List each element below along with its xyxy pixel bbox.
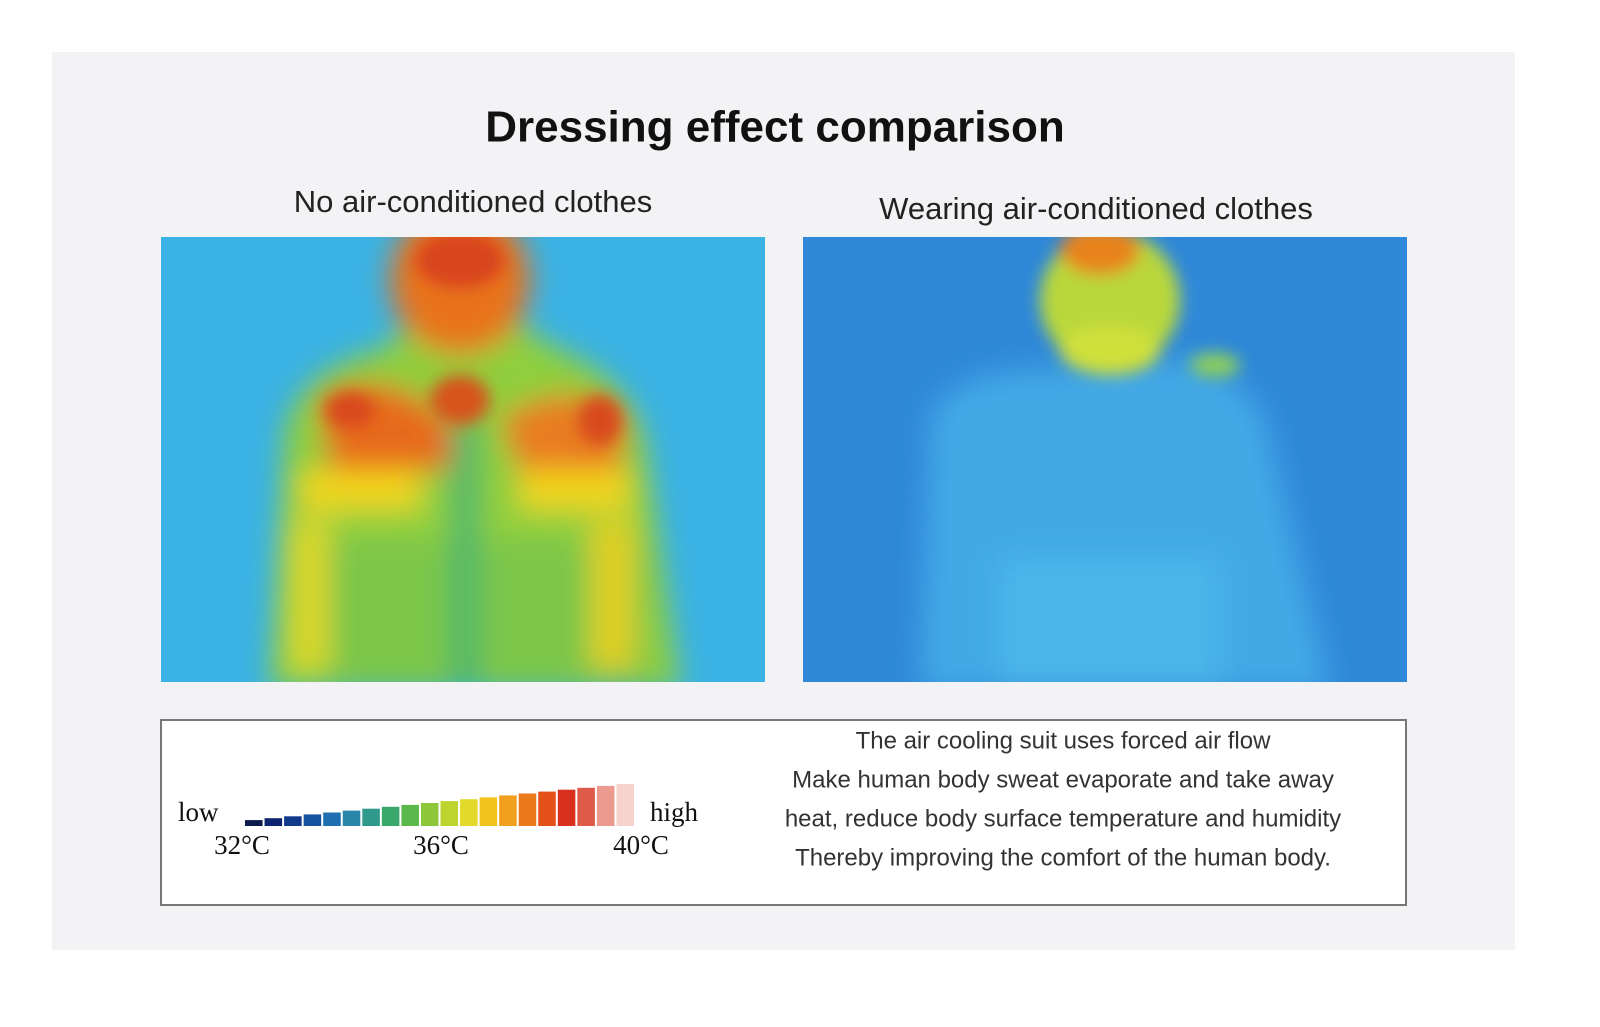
scale-segment bbox=[538, 791, 556, 826]
temperature-label: 32°C bbox=[214, 830, 270, 860]
legend-high: high bbox=[650, 797, 699, 827]
scale-segment bbox=[342, 810, 361, 826]
description-line: Thereby improving the comfort of the hum… bbox=[795, 844, 1331, 871]
temperature-label: 36°C bbox=[413, 830, 469, 860]
caption-right: Wearing air-conditioned clothes bbox=[879, 191, 1313, 226]
caption-left: No air-conditioned clothes bbox=[294, 184, 652, 219]
scale-segment bbox=[499, 795, 517, 826]
thermal-image-right bbox=[803, 237, 1407, 682]
scale-segment bbox=[323, 812, 341, 826]
scale-segment bbox=[577, 787, 595, 826]
scale-segment bbox=[264, 818, 283, 826]
legend-low: low bbox=[178, 797, 219, 827]
scale-segment bbox=[284, 816, 302, 826]
scale-segment bbox=[518, 793, 537, 826]
scale-segment bbox=[381, 806, 400, 826]
scale-segment bbox=[596, 785, 615, 826]
scale-segment bbox=[479, 797, 498, 826]
scale-segment bbox=[616, 784, 634, 826]
description-line: The air cooling suit uses forced air flo… bbox=[856, 727, 1272, 754]
scale-segment bbox=[557, 789, 576, 826]
description-line: Make human body sweat evaporate and take… bbox=[792, 766, 1334, 793]
scale-segment bbox=[362, 808, 380, 826]
title: Dressing effect comparison bbox=[485, 103, 1065, 152]
scale-segment bbox=[420, 803, 439, 826]
scale-segment bbox=[245, 820, 263, 826]
scale-segment bbox=[303, 814, 322, 826]
scale-segment bbox=[460, 799, 478, 826]
scale-segment bbox=[440, 801, 459, 826]
temperature-label: 40°C bbox=[613, 830, 669, 860]
color-scale bbox=[245, 784, 634, 826]
scale-segment bbox=[401, 804, 419, 826]
description-line: heat, reduce body surface temperature an… bbox=[785, 805, 1341, 832]
thermal-image-left bbox=[161, 237, 765, 682]
